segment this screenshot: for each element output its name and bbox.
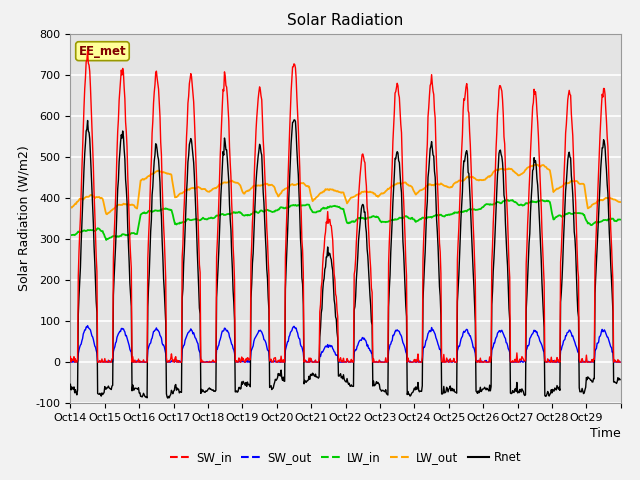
Rnet [233, 388, 241, 394]
LW_out [67, 205, 74, 211]
Rnet [616, 377, 624, 383]
LW_out [532, 162, 540, 168]
Rnet [403, 392, 411, 397]
LW_out [433, 181, 441, 187]
SW_out [84, 323, 92, 328]
LW_out [403, 181, 410, 187]
Legend: SW_in, SW_out, LW_in, LW_out, Rnet: SW_in, SW_out, LW_in, LW_out, Rnet [165, 446, 526, 468]
LW_out [233, 180, 241, 186]
SW_out [260, 337, 268, 343]
LW_in [260, 209, 268, 215]
SW_in [67, 354, 74, 360]
SW_out [434, 341, 442, 347]
LW_in [102, 237, 110, 243]
LW_in [616, 216, 624, 222]
SW_out [67, 359, 74, 365]
SW_out [403, 359, 411, 365]
Rnet [260, 200, 268, 205]
LW_out [103, 211, 111, 217]
Line: LW_out: LW_out [70, 165, 620, 214]
SW_in [84, 48, 92, 54]
LW_out [132, 205, 140, 211]
SW_in [616, 359, 624, 365]
SW_out [68, 359, 76, 365]
Rnet [131, 385, 139, 391]
Rnet [434, 244, 442, 250]
Text: Time: Time [590, 427, 621, 440]
SW_in [434, 195, 442, 201]
Rnet [291, 117, 298, 123]
SW_out [234, 359, 241, 365]
LW_in [132, 231, 140, 237]
SW_in [67, 359, 75, 365]
SW_in [260, 167, 268, 173]
Line: SW_in: SW_in [70, 51, 620, 362]
Title: Solar Radiation: Solar Radiation [287, 13, 404, 28]
LW_in [233, 210, 241, 216]
Rnet [67, 382, 74, 387]
LW_in [67, 232, 74, 238]
LW_out [281, 186, 289, 192]
LW_out [616, 199, 624, 205]
Rnet [164, 396, 172, 401]
Y-axis label: Solar Radiation (W/m2): Solar Radiation (W/m2) [17, 145, 30, 291]
Line: LW_in: LW_in [70, 200, 620, 240]
SW_in [403, 359, 411, 365]
LW_in [281, 205, 289, 211]
SW_out [132, 359, 140, 365]
LW_out [260, 182, 268, 188]
Line: Rnet: Rnet [70, 120, 620, 398]
SW_out [282, 348, 289, 353]
Line: SW_out: SW_out [70, 325, 620, 362]
Rnet [281, 378, 289, 384]
LW_in [403, 213, 410, 219]
SW_in [282, 255, 289, 261]
LW_in [433, 213, 441, 218]
SW_out [616, 359, 624, 365]
Text: EE_met: EE_met [79, 45, 126, 58]
SW_in [234, 359, 241, 365]
SW_in [132, 359, 140, 365]
LW_in [504, 197, 511, 203]
